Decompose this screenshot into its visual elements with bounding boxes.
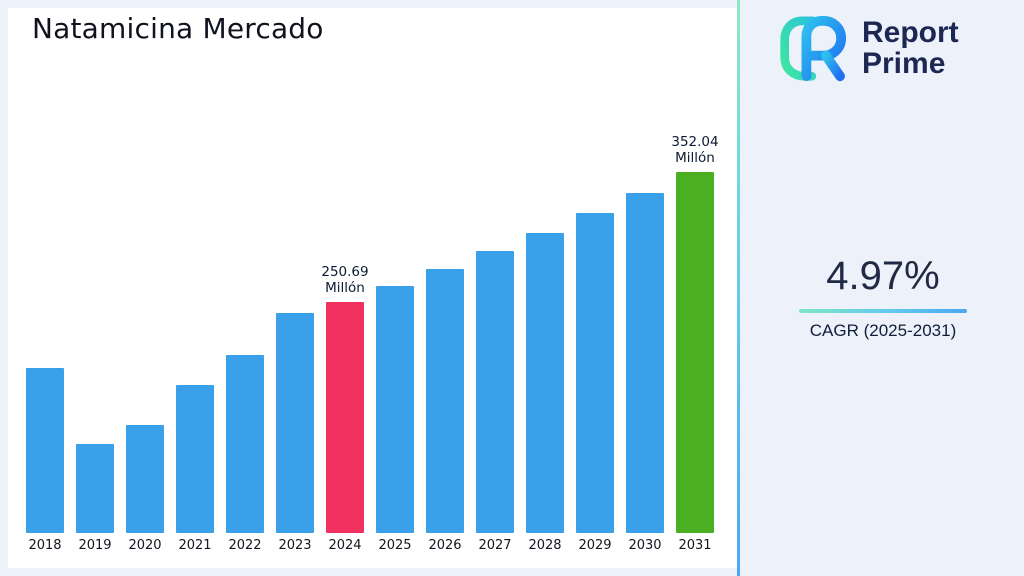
bar-value-label-2031: 352.04 Millón	[671, 133, 719, 167]
bar-2027	[476, 251, 514, 533]
bar-column-2021: 2021	[170, 385, 220, 554]
bar-2022	[226, 354, 264, 533]
x-tick-2020: 2020	[128, 538, 162, 553]
cagr-underline	[799, 309, 967, 313]
bar-column-2029: 2029	[570, 213, 620, 554]
plot-area: 2018 2019 2020 2021 2022 2023 250.69 Millón 2024…	[20, 134, 720, 554]
bar-2023	[276, 313, 314, 533]
bar-column-2030: 2030	[620, 193, 670, 554]
bar-column-2022: 2022	[220, 354, 270, 554]
x-tick-2028: 2028	[528, 538, 562, 553]
bar-value-label-2024: 250.69 Millón	[321, 263, 369, 297]
bar-column-2027: 2027	[470, 251, 520, 554]
bar-2031	[676, 171, 714, 533]
bar-2021	[176, 385, 214, 533]
bar-column-2031: 352.04 Millón 2031	[670, 134, 720, 554]
vertical-divider	[737, 0, 740, 576]
x-tick-2029: 2029	[578, 538, 612, 553]
bar-column-2019: 2019	[70, 444, 120, 554]
bar-column-2028: 2028	[520, 232, 570, 554]
bar-column-2024: 250.69 Millón 2024	[320, 264, 370, 554]
chart-panel: Natamicina Mercado 2018 2019 2020 2021 2022 2…	[8, 8, 737, 568]
x-tick-2018: 2018	[28, 538, 62, 553]
x-tick-2022: 2022	[228, 538, 262, 553]
logo-word-report: Report	[862, 15, 959, 49]
bar-2025	[376, 285, 414, 533]
bar-column-2026: 2026	[420, 268, 470, 554]
bar-2019	[76, 444, 114, 533]
cagr-block: 4.97% CAGR (2025-2031)	[758, 254, 1008, 341]
x-tick-2023: 2023	[278, 538, 312, 553]
x-tick-2031: 2031	[678, 538, 712, 553]
cagr-label: CAGR (2025-2031)	[809, 321, 957, 340]
bar-column-2023: 2023	[270, 313, 320, 554]
logo-word-prime: Prime	[862, 47, 946, 80]
x-tick-2024: 2024	[328, 538, 362, 553]
report-prime-logo: Report Prime	[776, 10, 959, 86]
bar-2020	[126, 424, 164, 533]
bar-2026	[426, 268, 464, 533]
x-tick-2021: 2021	[178, 538, 212, 553]
x-tick-2030: 2030	[628, 538, 662, 553]
page-title: Natamicina Mercado	[32, 12, 324, 45]
x-tick-2027: 2027	[478, 538, 512, 553]
bar-2030	[626, 193, 664, 533]
bar-2024	[326, 301, 364, 533]
bar-2018	[26, 368, 64, 533]
bar-column-2020: 2020	[120, 424, 170, 555]
x-tick-2026: 2026	[428, 538, 462, 553]
bar-column-2025: 2025	[370, 285, 420, 554]
x-tick-2019: 2019	[78, 538, 112, 553]
x-tick-2025: 2025	[378, 538, 412, 553]
bar-2029	[576, 213, 614, 533]
bar-2028	[526, 232, 564, 533]
cagr-value: 4.97%	[826, 254, 940, 298]
bar-column-2018: 2018	[20, 368, 70, 554]
report-prime-logo-text: Report Prime	[862, 15, 959, 80]
report-prime-logo-icon	[780, 15, 847, 82]
